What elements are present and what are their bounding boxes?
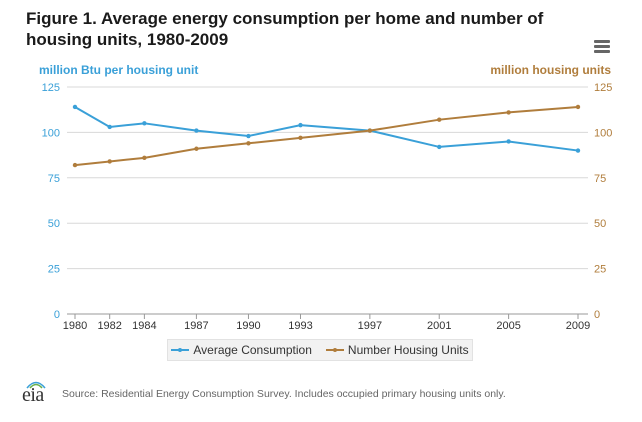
left-tick-label: 25 [48,264,60,276]
right-tick-label: 100 [594,127,612,139]
legend-swatch [325,346,344,354]
right-tick-label: 75 [594,173,606,185]
right-tick-label: 50 [594,218,606,230]
left-tick-label: 0 [54,309,60,321]
left-tick-label: 50 [48,218,60,230]
legend-label: Number Housing Units [347,343,469,357]
x-tick-label: 1982 [97,320,121,332]
series-line-average-consumption [74,106,579,152]
legend-swatch [171,346,190,354]
x-tick-label: 1987 [184,320,208,332]
right-tick-label: 25 [594,264,606,276]
x-tick-label: 1993 [288,320,312,332]
chart-legend: Average Consumption Number Housing Units [167,339,473,361]
footer: eia Source: Residential Energy Consumpti… [20,381,506,406]
x-tick-label: 1980 [63,320,87,332]
data-point [437,117,442,122]
data-point [142,121,147,126]
hamburger-menu-icon[interactable] [594,40,610,54]
eia-logo: eia [22,381,46,406]
legend-label: Average Consumption [193,343,312,357]
data-point [194,146,199,151]
data-point [142,155,147,161]
left-tick-label: 125 [42,82,60,94]
data-point [367,128,373,133]
data-point [575,104,581,110]
legend-item-number-housing-units[interactable]: Number Housing Units [325,343,469,357]
x-tick-label: 2005 [496,320,520,332]
data-point [246,141,251,146]
x-tick-label: 1997 [358,320,382,332]
data-point [72,162,78,168]
chart-title: Figure 1. Average energy consumption per… [26,9,544,49]
series-line-number-housing-units [74,105,579,167]
x-tick-label: 1990 [236,320,260,332]
data-point [298,135,303,141]
data-point [506,110,511,115]
legend-item-average-consumption[interactable]: Average Consumption [171,343,312,357]
data-point [107,159,112,164]
data-point [575,148,581,153]
left-tick-label: 75 [48,173,60,185]
data-point [506,139,511,144]
data-point [107,124,112,130]
x-tick-label: 2001 [427,320,451,332]
x-tick-label: 2009 [566,320,590,332]
right-tick-label: 0 [594,309,600,321]
data-point [194,128,199,133]
left-tick-label: 100 [42,127,60,139]
data-point [437,144,442,150]
data-point [298,122,303,128]
data-point [72,104,78,110]
left-axis-label: million Btu per housing unit [39,63,199,77]
x-tick-label: 1984 [132,320,156,332]
right-tick-label: 125 [594,82,612,94]
right-axis-label: million housing units [490,63,611,77]
data-point [246,133,251,139]
source-note: Source: Residential Energy Consumption S… [62,388,506,400]
